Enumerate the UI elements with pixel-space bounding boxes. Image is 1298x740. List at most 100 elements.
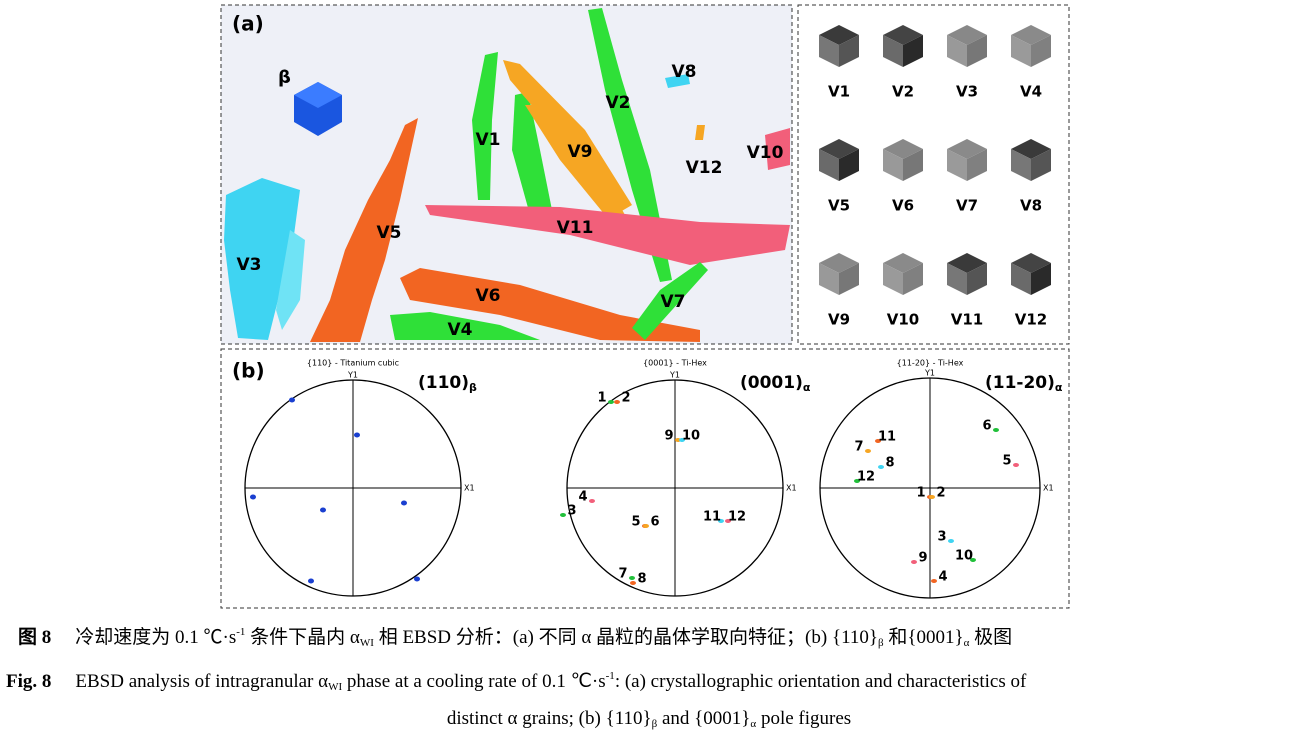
- variant-label: V12: [686, 158, 723, 178]
- grain: [695, 125, 705, 140]
- cube-label: V4: [1020, 83, 1042, 101]
- pole-point: [354, 432, 360, 438]
- pole-point-label: 12: [728, 510, 746, 525]
- caption-text: phase at a cooling rate of 0.1 ℃·s: [342, 671, 606, 692]
- cube-face: [903, 263, 923, 295]
- caption-text: 条件下晶内 α: [245, 627, 360, 648]
- caption-text: β: [878, 637, 884, 649]
- cube-label: V3: [956, 83, 978, 101]
- pole-point-label: 6: [650, 515, 659, 530]
- pole-point: [414, 576, 420, 582]
- pole-point: [929, 495, 935, 499]
- caption-en: distinct α grains; (b) {110}β and {0001}…: [0, 708, 1298, 730]
- variant-label: V7: [661, 292, 686, 312]
- pole-point-label: 3: [937, 530, 946, 545]
- variant-label: V3: [237, 255, 262, 275]
- pole-point: [608, 400, 614, 404]
- cube-face: [903, 35, 923, 67]
- cube-face: [947, 149, 967, 181]
- pole-point-label: 9: [918, 551, 927, 566]
- pole-heading: (11-20)α: [985, 373, 1063, 394]
- cube-face: [819, 35, 839, 67]
- grain: [310, 118, 418, 342]
- caption-text: -1: [236, 626, 246, 638]
- caption-en: Fig. 8 EBSD analysis of intragranular αWI…: [6, 670, 1026, 693]
- cube-face: [903, 149, 923, 181]
- panel-label: (a): [232, 12, 264, 36]
- grain: [525, 105, 625, 215]
- variant-label: V5: [377, 223, 402, 243]
- cube-label: V5: [828, 197, 850, 215]
- caption-text: EBSD analysis of intragranular α: [75, 671, 329, 692]
- cube-face: [1031, 263, 1051, 295]
- caption-cn: 图 8 冷却速度为 0.1 ℃·s-1 条件下晶内 αWI 相 EBSD 分析：(…: [18, 622, 1012, 649]
- pole-point-label: 10: [682, 429, 700, 444]
- pole-point: [308, 578, 314, 584]
- cube-label: V7: [956, 197, 978, 215]
- axis-label: Y1: [347, 371, 358, 380]
- pole-point: [725, 519, 731, 523]
- cube-label: V9: [828, 311, 850, 329]
- figure-number: 图 8: [18, 627, 52, 648]
- heading-sub: α: [803, 381, 811, 394]
- grain: [390, 312, 540, 340]
- caption-text: β: [651, 718, 658, 730]
- pole-point: [250, 494, 256, 500]
- heading-main: (11-20): [985, 373, 1055, 393]
- pole-point: [970, 558, 976, 562]
- variant-label: V2: [606, 93, 631, 113]
- pole-point: [875, 439, 881, 443]
- pole-point-label: 8: [637, 572, 646, 587]
- pole-point-label: 5: [631, 515, 640, 530]
- pole-point-label: 7: [854, 440, 863, 455]
- grain: [665, 74, 690, 88]
- cube-label: V6: [892, 197, 914, 215]
- pole-heading: (0001)α: [740, 373, 811, 394]
- caption-text: α: [750, 718, 757, 730]
- cube-face: [947, 35, 967, 67]
- pole-point: [911, 560, 917, 564]
- pole-point: [718, 519, 724, 523]
- caption-text: 冷却速度为 0.1 ℃·s: [75, 627, 237, 648]
- axis-label: X1: [786, 484, 797, 493]
- pole-title: {0001} - Ti-Hex: [643, 359, 707, 368]
- pole-point: [630, 581, 636, 585]
- grain: [588, 8, 672, 282]
- pole-point: [679, 438, 685, 442]
- panel-b-frame: [220, 348, 1070, 609]
- pole-point: [401, 500, 407, 506]
- pole-point: [560, 513, 566, 517]
- caption-text: WI: [359, 637, 374, 649]
- cube-label: V10: [887, 311, 919, 329]
- pole-point: [289, 397, 295, 403]
- pole-point: [854, 479, 860, 483]
- cube-face: [1031, 149, 1051, 181]
- pole-point: [931, 579, 937, 583]
- pole-point: [993, 428, 999, 432]
- pole-point: [948, 539, 954, 543]
- cube-face: [1011, 263, 1031, 295]
- variant-label: V8: [672, 62, 697, 82]
- axis-label: X1: [464, 484, 475, 493]
- variant-label: V9: [568, 142, 593, 162]
- cube-face: [819, 149, 839, 181]
- cube-face: [967, 35, 987, 67]
- caption-text: 相 EBSD 分析：(a) 不同 α 晶粒的晶体学取向特征；(b) {110}: [373, 627, 878, 648]
- heading-main: (0001): [740, 373, 803, 393]
- cube-face: [839, 35, 859, 67]
- cube-face: [1031, 35, 1051, 67]
- cube-label: V1: [828, 83, 850, 101]
- microstructure-map: [224, 8, 790, 342]
- pole-point-label: 11: [878, 430, 896, 445]
- cube-face: [883, 149, 903, 181]
- heading-sub: β: [469, 381, 477, 394]
- caption-text: : (a) crystallographic orientation and c…: [614, 671, 1027, 692]
- caption-text: and {0001}: [657, 708, 751, 729]
- pole-point-label: 1: [597, 391, 606, 406]
- cube-face: [967, 263, 987, 295]
- pole-point-label: 8: [885, 456, 894, 471]
- cube-face: [839, 149, 859, 181]
- caption-text: pole figures: [756, 708, 852, 729]
- pole-point-label: 1: [916, 486, 925, 501]
- axis-label: Y1: [924, 369, 935, 378]
